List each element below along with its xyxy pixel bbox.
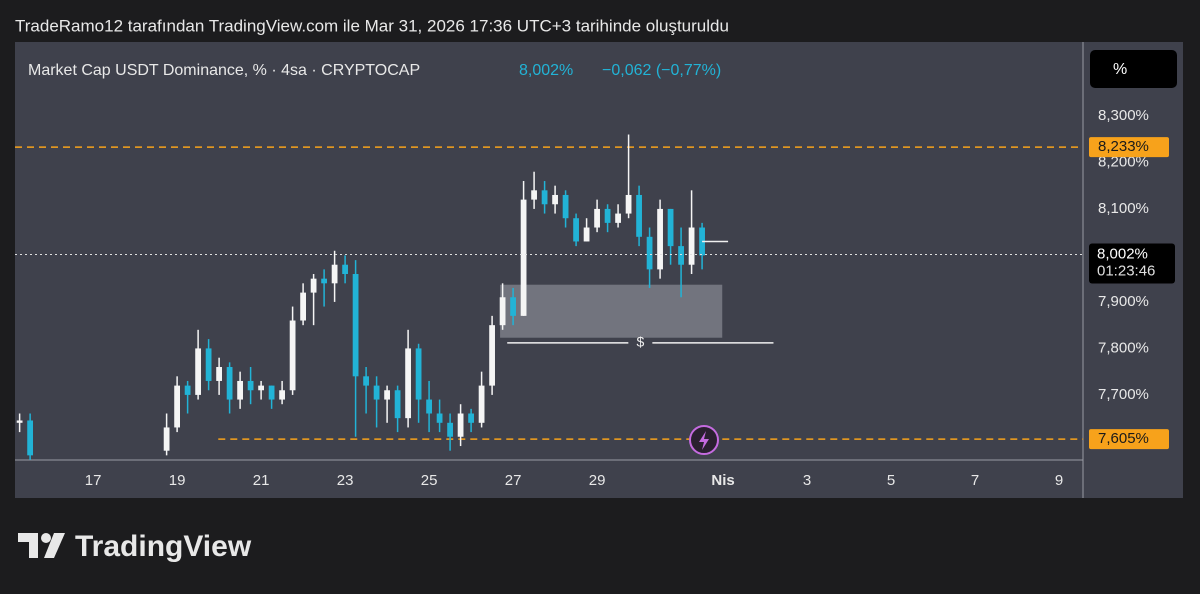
candle-body (499, 297, 506, 326)
candle-body (27, 420, 34, 456)
level-label: $ (636, 334, 644, 350)
x-tick-label: 23 (337, 472, 354, 489)
candle-body (436, 413, 443, 423)
zone-box (500, 284, 723, 338)
candle-body (363, 376, 369, 386)
candle-body (447, 422, 453, 437)
candle-body (300, 292, 306, 321)
x-tick-label: 17 (85, 472, 102, 489)
last-price-badge (1089, 243, 1175, 284)
candle-body (636, 194, 642, 237)
candle-body (583, 227, 590, 242)
candle-body (489, 325, 495, 386)
countdown: 01:23:46 (1097, 262, 1155, 279)
brand-name: TradingView (75, 530, 252, 563)
y-tick-label: 8,300% (1098, 107, 1149, 124)
candle-body (541, 190, 548, 205)
candle-body (646, 236, 653, 270)
price-badge-label: 7,605% (1098, 430, 1149, 447)
chart-title: Market Cap USDT Dominance, % · 4sa · CRY… (28, 62, 420, 79)
candle-body (594, 208, 600, 228)
y-tick-label: 7,700% (1098, 386, 1149, 403)
chart-panel (15, 42, 1183, 498)
brand-logo (18, 533, 65, 558)
candle-body (520, 199, 527, 316)
candle-body (625, 194, 632, 214)
header: TradeRamo12 tarafından TradingView.com i… (15, 16, 729, 35)
candle-body (394, 390, 401, 419)
candle-body (237, 380, 243, 400)
candle-body (373, 385, 380, 400)
y-tick-label: 8,100% (1098, 200, 1149, 217)
candle-body (426, 399, 432, 414)
candle-body (552, 194, 558, 205)
candle-body (667, 208, 674, 247)
candle-body (163, 427, 170, 451)
candle-body (384, 390, 390, 400)
x-tick-label: 3 (803, 472, 811, 489)
candle-body (268, 385, 275, 400)
x-tick-label: 5 (887, 472, 895, 489)
candle-body (615, 213, 621, 223)
unit-button[interactable] (1090, 50, 1177, 88)
legend-change: −0,062 (−0,77%) (602, 62, 721, 79)
x-tick-label: 9 (1055, 472, 1063, 489)
legend-price: 8,002% (519, 62, 573, 79)
candle-body (352, 274, 359, 377)
candle-body (247, 380, 254, 391)
candle-body (573, 218, 579, 242)
candle-body (16, 420, 23, 423)
candle-body (678, 246, 684, 265)
y-tick-label: 8,200% (1098, 153, 1149, 170)
candle-body (289, 320, 296, 391)
x-tick-label: 7 (971, 472, 979, 489)
price-badge (1089, 429, 1169, 450)
candle-body (184, 385, 191, 395)
candle-body (342, 264, 348, 275)
x-tick-label: 21 (253, 472, 270, 489)
candle-body (478, 385, 485, 423)
candle-body (531, 190, 537, 200)
candle-body (174, 385, 180, 428)
candle-body (457, 413, 464, 437)
candle-body (688, 227, 695, 265)
x-tick-label: 27 (505, 472, 522, 489)
candle-body (195, 348, 201, 395)
event-icon-bolt (699, 431, 709, 450)
x-tick-label: 29 (589, 472, 606, 489)
price-badge-label: 8,233% (1098, 138, 1149, 155)
x-tick-label: Nis (711, 472, 734, 489)
candle-body (657, 208, 663, 270)
last-price-label: 8,002% (1097, 245, 1148, 262)
candle-body (415, 348, 422, 400)
x-tick-label: 25 (421, 472, 438, 489)
candle-body (310, 278, 317, 293)
unit-button-label[interactable]: % (1113, 61, 1127, 78)
y-tick-label: 7,900% (1098, 293, 1149, 310)
candle-body (331, 264, 338, 284)
candle-body (510, 297, 516, 316)
candle-body (562, 194, 569, 219)
candle-body (405, 348, 411, 419)
candle-body (604, 208, 611, 223)
candle-body (258, 385, 264, 391)
price-badge (1089, 137, 1169, 158)
overlay: 8,300% 8,200% 8,100% 7,900% 7,800% 7,700% 17 19… (85, 107, 1175, 489)
candle-body (468, 413, 474, 423)
candle-body (216, 367, 222, 381)
candle-body (205, 348, 212, 381)
x-tick-label: 19 (169, 472, 186, 489)
y-tick-label: 7,800% (1098, 339, 1149, 356)
plot: $ (15, 134, 1083, 460)
candle-body (226, 367, 233, 400)
candle-body (279, 390, 285, 400)
candle-body (321, 278, 327, 284)
